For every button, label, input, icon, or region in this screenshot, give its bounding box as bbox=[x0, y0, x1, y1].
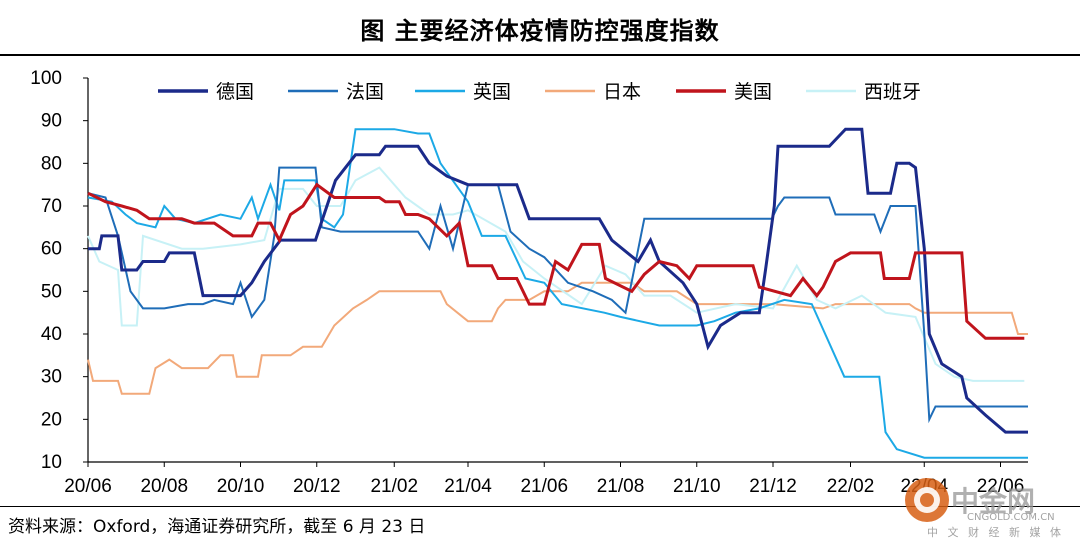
series-line-2 bbox=[87, 128, 1028, 459]
legend-label-2: 英国 bbox=[473, 81, 511, 103]
series-line-0 bbox=[88, 127, 1028, 434]
x-tick-label: 22/02 bbox=[827, 476, 875, 497]
y-tick-label: 60 bbox=[41, 239, 62, 260]
x-tick-label: 20/06 bbox=[64, 476, 112, 497]
legend-label-4: 美国 bbox=[734, 81, 772, 103]
x-tick-label: 21/06 bbox=[520, 476, 568, 497]
x-tick-label: 21/10 bbox=[673, 476, 721, 497]
x-tick-label: 20/10 bbox=[217, 476, 265, 497]
chart-legend: 德国 法国 英国 日本 美国 西班牙 bbox=[158, 81, 921, 103]
y-tick-label: 20 bbox=[41, 409, 62, 430]
legend-label-3: 日本 bbox=[603, 81, 641, 103]
y-tick-label: 10 bbox=[41, 452, 62, 473]
x-tick-label: 20/12 bbox=[293, 476, 341, 497]
watermark-main-text: 中金网 bbox=[951, 485, 1036, 518]
series-line-1 bbox=[87, 166, 1028, 424]
y-tick-label: 80 bbox=[41, 153, 62, 174]
x-tick-label: 22/06 bbox=[977, 476, 1025, 497]
chart-series bbox=[87, 127, 1028, 459]
series-line-3 bbox=[87, 281, 1028, 395]
x-tick-label: 21/04 bbox=[444, 476, 492, 497]
legend-label-0: 德国 bbox=[216, 81, 254, 103]
title-top-rule bbox=[0, 54, 1080, 56]
x-tick-label: 21/12 bbox=[749, 476, 797, 497]
y-tick-label: 30 bbox=[41, 367, 62, 388]
source-note: 资料来源：Oxford，海通证券研究所，截至 6 月 23 日 bbox=[8, 517, 426, 537]
y-tick-label: 50 bbox=[41, 281, 62, 302]
chart-title: 图 主要经济体疫情防控强度指数 bbox=[360, 16, 720, 45]
watermark-site-text: CNGOLD.COM.CN bbox=[967, 512, 1055, 523]
line-chart: 10 20 30 40 50 60 70 80 90 100 20/06 20/08 20/10 20/1… bbox=[30, 68, 1028, 497]
watermark: 中金网 CNGOLD.COM.CN 中 文 财 经 新 媒 体 bbox=[905, 478, 1075, 540]
watermark-logo-icon bbox=[905, 478, 949, 522]
watermark-sub-text: 中 文 财 经 新 媒 体 bbox=[927, 526, 1064, 539]
y-tick-label: 100 bbox=[30, 68, 62, 89]
x-tick-label: 21/02 bbox=[370, 476, 418, 497]
series-line-4 bbox=[87, 182, 1025, 340]
x-tick-label: 20/08 bbox=[140, 476, 188, 497]
chart-axes: 10 20 30 40 50 60 70 80 90 100 20/06 20/08 20/10 20/1… bbox=[30, 68, 1028, 497]
y-tick-label: 40 bbox=[41, 324, 62, 345]
series-line-5 bbox=[87, 166, 1025, 382]
y-tick-label: 90 bbox=[41, 111, 62, 132]
legend-label-5: 西班牙 bbox=[864, 81, 921, 103]
legend-label-1: 法国 bbox=[346, 81, 384, 103]
source-top-rule bbox=[0, 506, 1080, 507]
y-tick-label: 70 bbox=[41, 196, 62, 217]
x-tick-label: 21/08 bbox=[597, 476, 645, 497]
